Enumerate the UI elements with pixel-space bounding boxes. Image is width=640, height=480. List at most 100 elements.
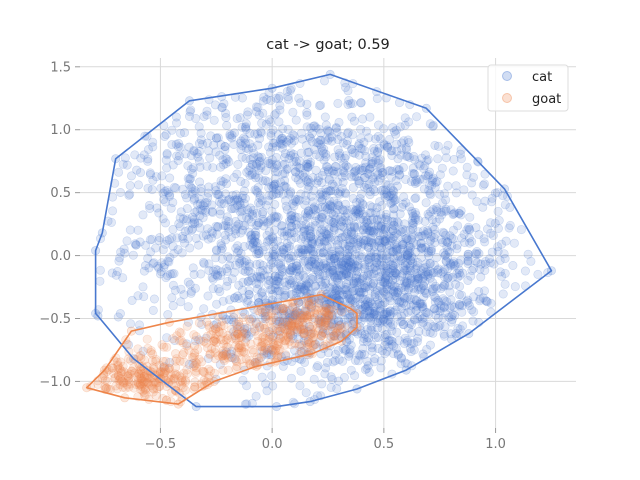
point-goat [135, 380, 145, 390]
point-cat [354, 150, 364, 160]
point-cat [281, 196, 291, 206]
point-cat [222, 121, 232, 131]
point-cat [421, 270, 431, 280]
point-cat [361, 223, 371, 233]
point-cat [138, 210, 148, 220]
point-cat [320, 229, 330, 239]
point-cat [355, 351, 365, 361]
point-cat [235, 258, 245, 268]
point-cat [307, 238, 317, 248]
point-cat [479, 234, 489, 244]
point-cat [397, 272, 407, 282]
point-cat [330, 235, 340, 245]
point-cat [403, 323, 413, 333]
point-cat [418, 244, 428, 254]
point-cat [398, 163, 408, 173]
point-cat [248, 239, 258, 249]
point-cat [333, 177, 343, 187]
point-cat [354, 232, 364, 242]
point-cat [226, 232, 236, 242]
point-cat [403, 235, 413, 245]
point-cat [148, 259, 158, 269]
point-cat [326, 216, 336, 226]
point-cat [294, 93, 304, 103]
point-cat [229, 173, 239, 183]
point-cat [365, 112, 375, 122]
point-cat [409, 338, 419, 348]
point-cat [363, 236, 373, 246]
point-cat [253, 140, 263, 150]
point-cat [334, 271, 344, 281]
point-goat [211, 335, 221, 345]
point-cat [416, 238, 426, 248]
point-cat [450, 208, 460, 218]
point-cat [329, 181, 339, 191]
point-cat [162, 185, 172, 195]
point-cat [313, 361, 323, 371]
point-cat [107, 217, 117, 227]
point-cat [406, 266, 416, 276]
point-cat [290, 152, 300, 162]
point-cat [119, 244, 129, 254]
point-cat [388, 234, 398, 244]
point-cat [432, 283, 442, 293]
point-cat [350, 148, 360, 158]
point-cat [349, 326, 359, 336]
point-cat [126, 319, 136, 329]
point-cat [203, 193, 213, 203]
point-cat [472, 258, 482, 268]
point-cat [281, 137, 291, 147]
point-cat [174, 219, 184, 229]
point-cat [255, 322, 265, 332]
point-cat [271, 211, 281, 221]
point-cat [392, 327, 402, 337]
point-cat [315, 140, 325, 150]
point-cat [490, 218, 500, 228]
point-cat [344, 261, 354, 271]
point-goat [218, 365, 228, 375]
point-cat [348, 296, 358, 306]
point-cat [390, 196, 400, 206]
point-cat [118, 159, 128, 169]
point-cat [120, 248, 130, 258]
point-cat [428, 173, 438, 183]
point-goat [176, 335, 186, 345]
point-cat [331, 251, 341, 261]
point-cat [358, 163, 368, 173]
point-cat [248, 160, 258, 170]
point-cat [472, 197, 482, 207]
point-cat [436, 284, 446, 294]
point-cat [348, 212, 358, 222]
point-cat [291, 167, 301, 177]
point-cat [370, 262, 380, 272]
point-cat [464, 224, 474, 234]
point-cat [366, 313, 376, 323]
point-cat [377, 238, 387, 248]
point-cat [164, 235, 174, 245]
point-cat [436, 207, 446, 217]
point-cat [225, 295, 235, 305]
point-cat [255, 272, 265, 282]
point-cat [394, 166, 404, 176]
point-cat [499, 249, 509, 259]
point-cat [185, 174, 195, 184]
point-cat [361, 235, 371, 245]
point-cat [471, 223, 481, 233]
point-cat [255, 267, 265, 277]
point-cat [298, 250, 308, 260]
point-cat [176, 297, 186, 307]
point-cat [209, 320, 219, 330]
point-cat [212, 246, 222, 256]
point-cat [327, 320, 337, 330]
point-cat [439, 296, 449, 306]
point-cat [498, 289, 508, 299]
point-cat [352, 198, 362, 208]
point-cat [365, 306, 375, 316]
point-cat [319, 155, 329, 165]
point-cat [370, 262, 380, 272]
point-cat [417, 302, 427, 312]
point-cat [390, 268, 400, 278]
point-cat [343, 262, 353, 272]
point-cat [319, 236, 329, 246]
point-cat [201, 230, 211, 240]
